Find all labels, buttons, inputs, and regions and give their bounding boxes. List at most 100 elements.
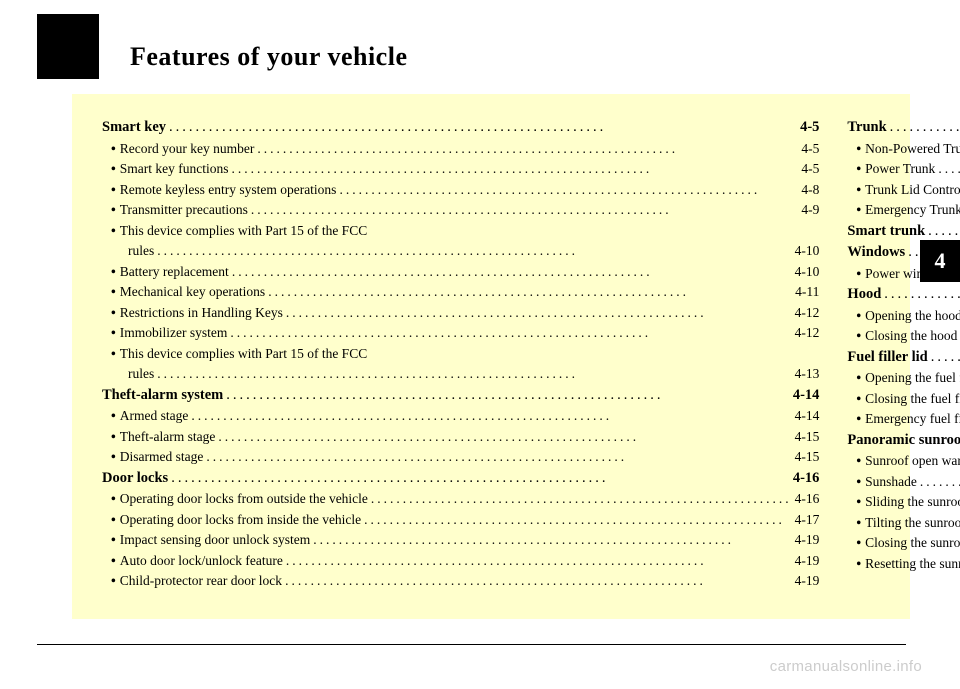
toc-page: 4-14 (795, 409, 820, 423)
toc-label: Closing the fuel filler lid (865, 392, 960, 406)
toc-subitem: Sunroof open warning4-42 (847, 454, 960, 468)
toc-page: 4-15 (795, 430, 820, 444)
toc-label: Sunshade (865, 475, 917, 489)
toc-dots (283, 554, 795, 568)
toc-label: Remote keyless entry system operations (120, 183, 337, 197)
toc-subitem: Emergency fuel filler lid release4-39 (847, 412, 960, 426)
toc-dots (368, 492, 795, 506)
toc-page: 4-8 (801, 183, 819, 197)
toc-page: 4-12 (795, 326, 820, 340)
toc-page: 4-12 (795, 306, 820, 320)
toc-label: Record your key number (120, 142, 255, 156)
toc-dots (254, 142, 801, 156)
toc-page: 4-10 (795, 265, 820, 279)
toc-subitem: Impact sensing door unlock system 4-19 (102, 533, 819, 547)
toc-label: Trunk (847, 120, 886, 135)
toc-label: Emergency fuel filler lid release (865, 412, 960, 426)
toc-label: Operating door locks from outside the ve… (120, 492, 368, 506)
toc-label: Trunk Lid Control Button (865, 183, 960, 197)
toc-label: Windows (847, 245, 905, 260)
toc-label: Closing the hood (865, 329, 957, 343)
toc-subitem: Record your key number4-5 (102, 142, 819, 156)
toc-subitem: Immobilizer system 4-12 (102, 326, 819, 340)
toc-dots (361, 513, 795, 527)
toc-label: Restrictions in Handling Keys (120, 306, 283, 320)
toc-subitem: This device complies with Part 15 of the… (102, 347, 819, 361)
toc-subitem: Transmitter precautions4-9 (102, 203, 819, 217)
toc-subitem: Opening the hood4-36 (847, 309, 960, 323)
toc-dots (336, 183, 801, 197)
toc-label: Auto door lock/unlock feature (120, 554, 283, 568)
toc-dots (310, 533, 794, 547)
toc-label: rules (128, 367, 154, 381)
toc-subitem: Theft-alarm stage4-15 (102, 430, 819, 444)
toc-page: 4-11 (795, 285, 819, 299)
toc-label: This device complies with Part 15 of the… (120, 347, 367, 361)
toc-label: Opening the fuel filler lid (865, 371, 960, 385)
toc-label: Resetting the sunroof (865, 557, 960, 571)
toc-subitem: Closing the sunroof4-45 (847, 536, 960, 550)
toc-label: Hood (847, 287, 881, 302)
toc-subitem: Disarmed stage4-15 (102, 450, 819, 464)
toc-page: 4-5 (800, 120, 819, 135)
toc-subitem: Tilting the sunroof4-45 (847, 516, 960, 530)
toc-dots (925, 224, 960, 239)
toc-heading: Panoramic sunroof4-41 (847, 433, 960, 448)
toc-page: 4-19 (795, 574, 820, 588)
toc-dots (887, 120, 960, 135)
toc-subitem: Closing the fuel filler lid4-38 (847, 392, 960, 406)
toc-dots (283, 306, 795, 320)
toc-label: This device complies with Part 15 of the… (120, 224, 367, 238)
toc-page: 4-19 (795, 533, 820, 547)
bottom-divider (37, 644, 906, 645)
toc-dots (223, 388, 793, 403)
toc-label: Impact sensing door unlock system (120, 533, 310, 547)
toc-label: Operating door locks from inside the veh… (120, 513, 361, 527)
toc-heading: Smart key 4-5 (102, 120, 819, 135)
chapter-number: 4 (935, 248, 946, 274)
toc-heading: Door locks4-16 (102, 471, 819, 486)
page-title: Features of your vehicle (130, 42, 407, 72)
toc-dots (154, 244, 794, 258)
toc-label: Closing the sunroof (865, 536, 960, 550)
toc-label: Immobilizer system (120, 326, 228, 340)
toc-label: Fuel filler lid (847, 350, 927, 365)
toc-label: Smart key (102, 120, 166, 135)
toc-page: 4-10 (795, 244, 820, 258)
toc-columns: Smart key 4-5 Record your key number4-5 Sma… (102, 120, 880, 595)
toc-dots (215, 430, 794, 444)
toc-label: Mechanical key operations (120, 285, 265, 299)
toc-label: Non-Powered Trunk (865, 142, 960, 156)
toc-dots (203, 450, 794, 464)
toc-page: 4-13 (795, 367, 820, 381)
toc-heading: Hood4-36 (847, 287, 960, 302)
toc-dots (154, 367, 794, 381)
toc-subitem: Armed stage4-14 (102, 409, 819, 423)
corner-black-box (37, 14, 99, 79)
toc-subitem: Resetting the sunroof4-46 (847, 557, 960, 571)
toc-dots (229, 265, 795, 279)
toc-page: 4-16 (793, 471, 820, 486)
toc-subitem: Sunshade4-43 (847, 475, 960, 489)
toc-subitem: Remote keyless entry system operations 4-… (102, 183, 819, 197)
toc-subitem: Emergency Trunk Safety Release4-25 (847, 203, 960, 217)
toc-label: Panoramic sunroof (847, 433, 960, 448)
toc-subitem: Non-Powered Trunk4-20 (847, 142, 960, 156)
toc-dots (227, 326, 794, 340)
toc-subitem: Operating door locks from outside the ve… (102, 492, 819, 506)
toc-subitem: Smart key functions4-5 (102, 162, 819, 176)
toc-label: Battery replacement (120, 265, 229, 279)
toc-label: Disarmed stage (120, 450, 204, 464)
toc-content-panel: Smart key 4-5 Record your key number4-5 Sma… (72, 94, 910, 619)
toc-dots (265, 285, 795, 299)
toc-label: Smart trunk (847, 224, 925, 239)
toc-label: Transmitter precautions (120, 203, 248, 217)
toc-page: 4-19 (795, 554, 820, 568)
toc-page: 4-16 (795, 492, 820, 506)
toc-heading: Fuel filler lid4-38 (847, 350, 960, 365)
toc-dots (166, 120, 800, 135)
toc-subitem: Restrictions in Handling Keys 4-12 (102, 306, 819, 320)
toc-subitem: This device complies with Part 15 of the… (102, 224, 819, 238)
toc-subitem: Child-protector rear door lock4-19 (102, 574, 819, 588)
toc-dots (188, 409, 794, 423)
